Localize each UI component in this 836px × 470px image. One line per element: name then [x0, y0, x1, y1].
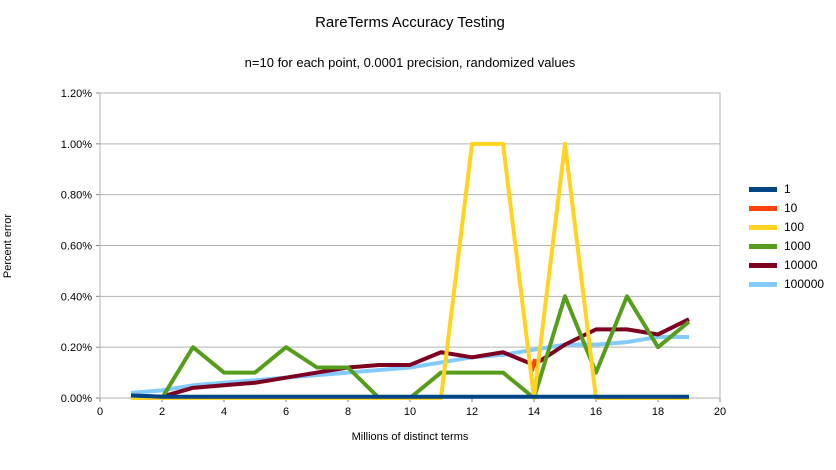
x-tick-label: 6 [283, 406, 289, 418]
legend-swatch-10000 [749, 263, 777, 268]
chart-title: RareTerms Accuracy Testing [315, 14, 505, 31]
x-tick-label: 20 [714, 406, 726, 418]
legend-item-100: 100 [749, 218, 824, 237]
legend-label-100000: 100000 [784, 277, 825, 291]
legend-label-10: 10 [784, 201, 798, 215]
legend-label-1000: 1000 [784, 239, 811, 253]
y-tick-label: 0.00% [61, 393, 92, 405]
x-tick-label: 4 [221, 406, 227, 418]
y-tick-label: 0.40% [61, 291, 92, 303]
x-tick-label: 18 [652, 406, 664, 418]
y-tick-label: 0.80% [61, 190, 92, 202]
legend-label-10000: 10000 [784, 258, 818, 272]
x-tick-label: 0 [97, 406, 103, 418]
legend-item-100000: 100000 [749, 275, 824, 294]
y-axis-title: Percent error [2, 213, 14, 279]
legend: 1 10 100 1000 10000 100000 [749, 180, 824, 294]
x-tick-label: 10 [404, 406, 416, 418]
x-tick-label: 2 [159, 406, 165, 418]
legend-swatch-100 [749, 225, 777, 230]
y-tick-label: 0.60% [61, 241, 92, 253]
y-tick-label: 1.20% [61, 88, 92, 100]
x-tick-label: 16 [590, 406, 602, 418]
series-point-10 [530, 358, 537, 372]
x-axis-title: Millions of distinct terms [351, 431, 469, 443]
x-tick-label: 8 [345, 406, 351, 418]
y-tick-label: 1.00% [61, 139, 92, 151]
x-tick-label: 12 [466, 406, 478, 418]
legend-item-10000: 10000 [749, 256, 824, 275]
series-line-100 [131, 141, 689, 400]
x-tick-label: 14 [528, 406, 540, 418]
series-line-10000 [130, 317, 690, 399]
legend-item-10: 10 [749, 199, 824, 218]
legend-swatch-100000 [749, 282, 777, 287]
legend-item-1000: 1000 [749, 237, 824, 256]
legend-swatch-1000 [749, 244, 777, 249]
series-line-100000 [130, 335, 689, 395]
legend-item-1: 1 [749, 180, 824, 199]
chart-subtitle: n=10 for each point, 0.0001 precision, r… [244, 55, 576, 70]
legend-label-100: 100 [784, 220, 805, 234]
legend-label-1: 1 [784, 182, 791, 196]
y-tick-label: 0.20% [61, 342, 92, 354]
series-line-1 [130, 393, 689, 399]
legend-swatch-1 [749, 187, 777, 192]
legend-swatch-10 [749, 206, 777, 211]
